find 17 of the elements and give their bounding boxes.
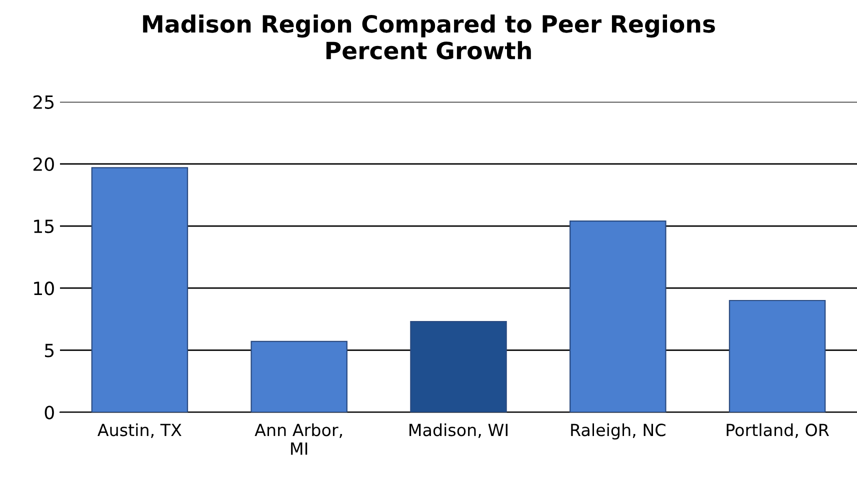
y-tick-label: 0 [44,406,54,420]
bar [410,321,507,412]
x-tick-label: Portland, OR [726,423,829,438]
bar [250,340,348,412]
y-tick-label: 20 [33,157,54,172]
y-tick-label: 15 [34,220,54,234]
x-tick-label: Madison, WI [410,423,508,438]
x-tick-label: Raleigh, NC [571,423,666,440]
bar [728,300,826,412]
bar [570,220,666,412]
y-tick-label: 25 [33,95,54,109]
y-tick-label: 10 [34,282,54,296]
x-tick-label: Ann Arbor, MI [254,423,342,455]
bar [91,167,188,412]
chart-title: Madison Region Compared to Peer Regions Percent Growth [143,14,715,60]
x-tick-label: Austin, TX [98,423,182,438]
y-tick-label: 5 [45,344,54,358]
